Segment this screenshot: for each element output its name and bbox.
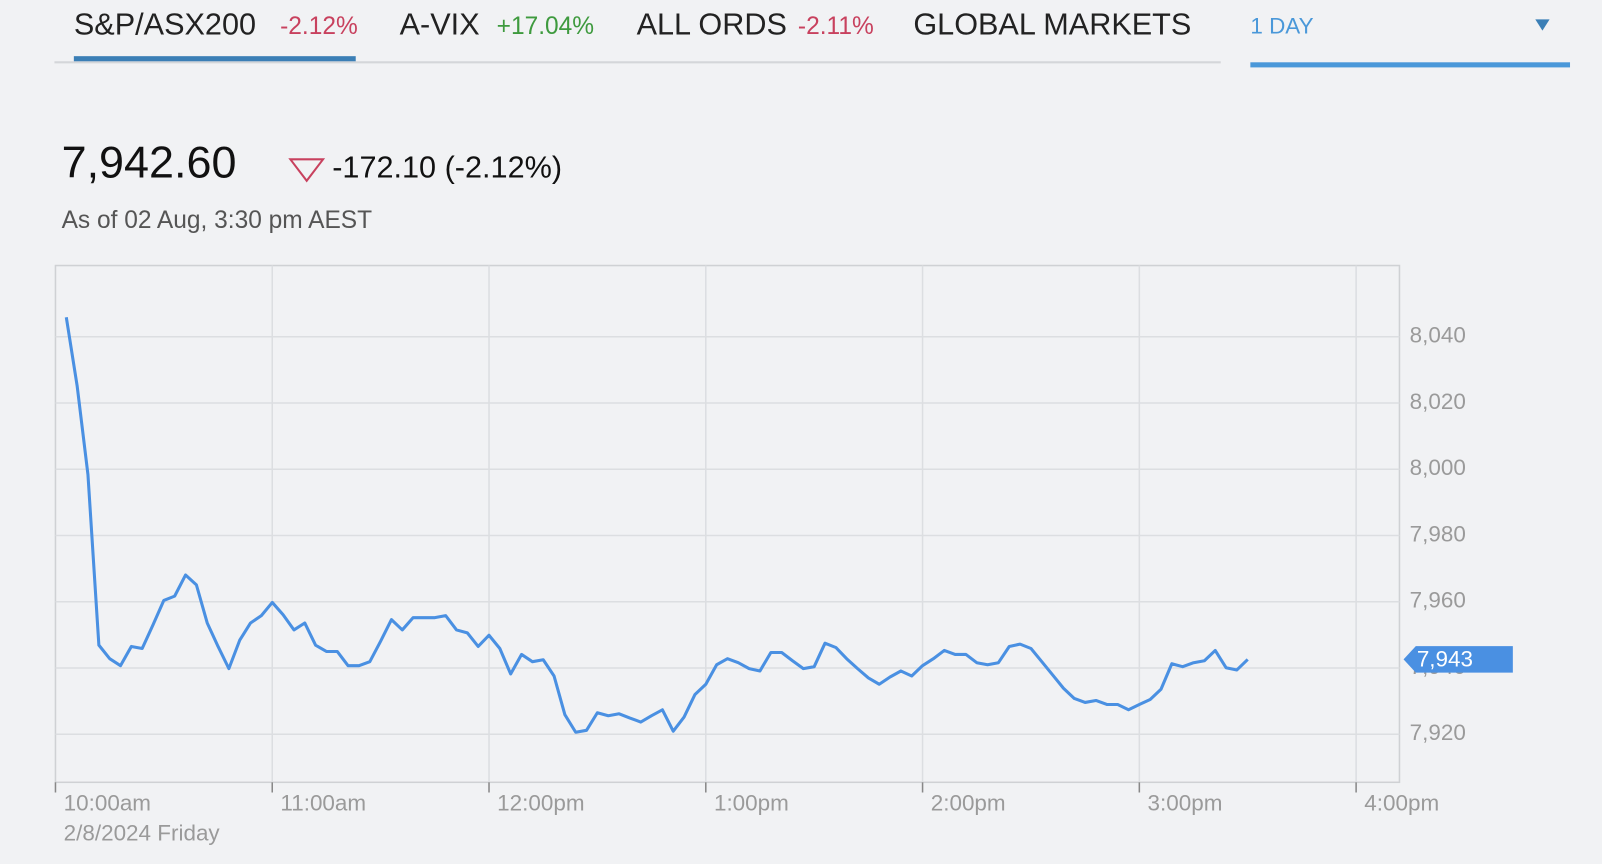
chart: 7,9207,9407,9607,9808,0008,0208,04010:00…: [54, 264, 1513, 845]
x-tick-label: 12:00pm: [497, 791, 584, 816]
price-tag-label: 7,943: [1417, 646, 1473, 671]
price: 7,942.60: [62, 136, 237, 187]
y-tick-label: 7,980: [1410, 521, 1466, 546]
tab-label[interactable]: GLOBAL MARKETS: [913, 8, 1191, 42]
tab-change: +17.04%: [497, 13, 594, 40]
tab[interactable]: ALL ORDS -2.11%: [637, 8, 874, 42]
plot-frame: [54, 264, 1401, 784]
date-label: 2/8/2024 Friday: [64, 820, 221, 845]
price-change: -172.10 (-2.12%): [332, 151, 562, 185]
tab-label[interactable]: A-VIX: [400, 8, 480, 42]
quote: 7,942.60 -172.10 (-2.12%) As of 02 Aug, …: [62, 136, 562, 234]
x-tick-label: 10:00am: [64, 791, 151, 816]
y-tick-label: 7,920: [1410, 720, 1466, 745]
tab-active-underline: [73, 56, 356, 62]
price-tag: 7,943: [1403, 646, 1513, 673]
tab[interactable]: GLOBAL MARKETS: [913, 8, 1191, 42]
y-tick-label: 8,040: [1410, 323, 1466, 348]
y-tick-label: 8,020: [1410, 389, 1466, 414]
tab-label[interactable]: ALL ORDS: [637, 8, 787, 42]
down-indicator: [288, 158, 326, 183]
dropdown-underline: [1250, 62, 1571, 68]
x-tick-label: 3:00pm: [1148, 791, 1223, 816]
tab-change: -2.11%: [798, 13, 874, 40]
tab-bar: S&P/ASX200 -2.12% A-VIX +17.04% ALL ORDS…: [54, 8, 1571, 68]
y-tick-label: 7,960: [1410, 588, 1466, 613]
tab[interactable]: A-VIX +17.04%: [400, 8, 594, 42]
x-tick-label: 11:00am: [280, 791, 366, 816]
as-of: As of 02 Aug, 3:30 pm AEST: [62, 207, 373, 234]
price-line: [64, 316, 1249, 734]
range-label[interactable]: 1 DAY: [1250, 14, 1313, 39]
price-tag-shape: [1403, 646, 1513, 673]
range-dropdown[interactable]: 1 DAY: [1250, 14, 1571, 68]
y-tick-label: 8,000: [1410, 455, 1466, 480]
x-tick-label: 4:00pm: [1364, 791, 1439, 816]
tab-label[interactable]: S&P/ASX200: [74, 8, 256, 42]
tab[interactable]: S&P/ASX200 -2.12%: [73, 8, 358, 62]
tab-change: -2.12%: [280, 13, 358, 40]
x-tick-label: 1:00pm: [714, 791, 789, 816]
dropdown-arrow[interactable]: [1535, 19, 1550, 31]
x-tick-label: 2:00pm: [931, 791, 1006, 816]
